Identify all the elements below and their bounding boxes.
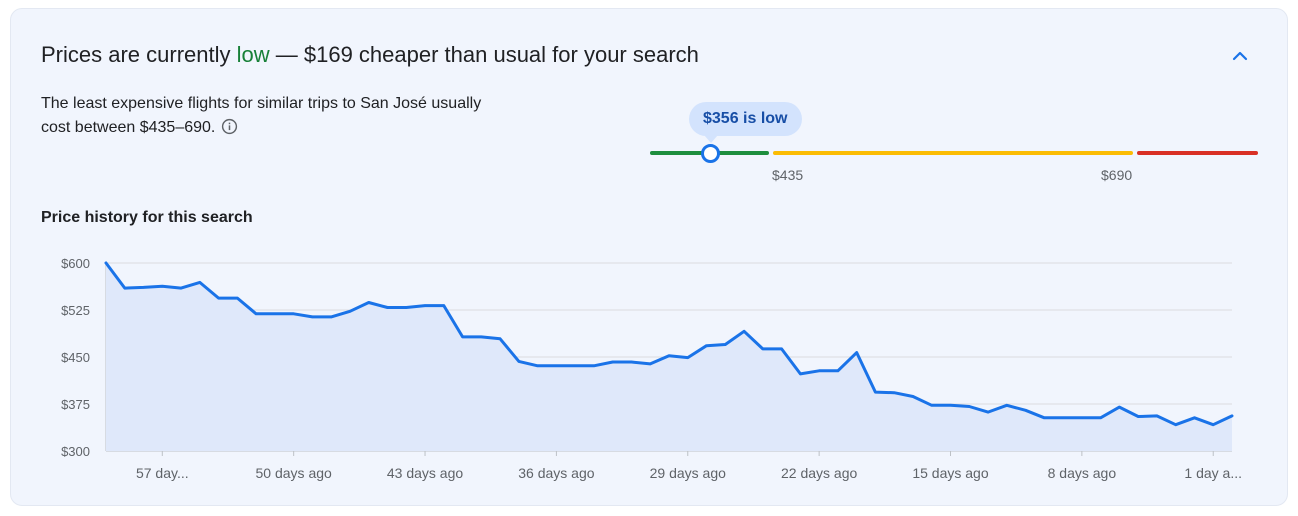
- price-point: [1212, 423, 1215, 426]
- price-point: [161, 284, 164, 288]
- price-point: [311, 315, 314, 319]
- price-point: [1043, 416, 1046, 419]
- price-point: [442, 304, 445, 307]
- price-point: [217, 296, 220, 300]
- price-point: [142, 286, 145, 289]
- price-point: [536, 364, 539, 367]
- x-tick-label: 57 day...: [136, 465, 189, 481]
- x-tick-label: 15 days ago: [912, 465, 988, 481]
- price-point: [367, 301, 370, 304]
- price-point: [498, 337, 502, 341]
- price-point: [1118, 405, 1121, 409]
- price-point: [480, 335, 483, 339]
- high-threshold-label: $690: [1101, 167, 1133, 183]
- price-point: [236, 296, 239, 300]
- price-point: [517, 360, 521, 363]
- price-point: [573, 364, 577, 367]
- price-point: [198, 281, 202, 284]
- y-tick-label: $300: [61, 444, 90, 459]
- price-point: [273, 312, 277, 315]
- headline-suffix: — $169 cheaper than usual for your searc…: [269, 42, 699, 67]
- price-point: [836, 369, 840, 372]
- price-point: [1099, 416, 1102, 419]
- price-point: [1024, 409, 1027, 412]
- x-tick-label: 22 days ago: [781, 465, 857, 481]
- y-tick-label: $525: [61, 303, 90, 318]
- price-point: [123, 286, 126, 290]
- x-tick-label: 8 days ago: [1048, 465, 1117, 481]
- y-tick-label: $375: [61, 397, 90, 412]
- price-point: [968, 405, 971, 408]
- price-point: [630, 360, 633, 364]
- info-icon[interactable]: [221, 118, 238, 143]
- price-point: [667, 354, 671, 357]
- price-point: [1230, 414, 1234, 418]
- x-tick-label: 1 day a...: [1184, 465, 1242, 481]
- price-point: [817, 369, 821, 372]
- price-point: [874, 390, 877, 394]
- collapse-button[interactable]: [1228, 44, 1252, 68]
- price-point: [1136, 415, 1140, 418]
- price-point: [893, 391, 896, 394]
- price-point: [780, 347, 783, 351]
- price-point: [686, 356, 689, 359]
- price-point: [649, 362, 652, 366]
- price-point: [930, 404, 933, 407]
- price-point: [423, 304, 427, 307]
- price-point: [986, 410, 990, 414]
- price-status-headline: Prices are currently low — $169 cheaper …: [41, 40, 699, 70]
- price-point: [292, 312, 295, 315]
- price-point: [761, 347, 765, 351]
- price-point: [179, 286, 183, 290]
- price-point: [1155, 414, 1159, 418]
- current-price-marker: [701, 144, 720, 163]
- price-point: [911, 395, 915, 398]
- x-tick-label: 29 days ago: [650, 465, 726, 481]
- price-history-title: Price history for this search: [41, 209, 253, 226]
- badge-pointer: [704, 135, 718, 143]
- y-tick-label: $450: [61, 350, 90, 365]
- price-point: [461, 335, 464, 339]
- x-tick-label: 50 days ago: [256, 465, 332, 481]
- price-point: [855, 351, 858, 354]
- price-point: [705, 344, 708, 347]
- price-point: [1061, 416, 1065, 419]
- price-range-description: The least expensive flights for similar …: [41, 92, 511, 143]
- y-tick-label: $600: [61, 256, 90, 271]
- price-point: [348, 310, 352, 313]
- headline-prefix: Prices are currently: [41, 42, 237, 67]
- price-point: [254, 312, 258, 315]
- chevron-up-icon: [1232, 51, 1248, 61]
- price-point: [799, 372, 802, 376]
- price-point: [405, 306, 408, 309]
- price-point: [1005, 404, 1008, 407]
- price-range-indicator: $356 is low $435 $690: [648, 100, 1262, 190]
- price-point: [949, 404, 952, 407]
- typical-price-segment: [773, 151, 1133, 155]
- high-price-segment: [1137, 151, 1258, 155]
- low-threshold-label: $435: [772, 167, 804, 183]
- price-point: [1080, 416, 1084, 419]
- price-point: [1193, 416, 1196, 419]
- price-point: [104, 261, 108, 265]
- price-point: [724, 343, 727, 346]
- price-point: [592, 364, 596, 367]
- price-point: [386, 306, 389, 309]
- price-point: [611, 360, 614, 364]
- price-point: [742, 330, 746, 333]
- current-price-badge: $356 is low: [689, 102, 802, 136]
- price-point: [1174, 423, 1177, 426]
- price-point: [330, 315, 333, 319]
- price-point: [555, 364, 558, 367]
- x-tick-label: 43 days ago: [387, 465, 463, 481]
- x-tick-label: 36 days ago: [518, 465, 594, 481]
- price-status-label: low: [236, 42, 270, 67]
- description-text: The least expensive flights for similar …: [41, 95, 482, 136]
